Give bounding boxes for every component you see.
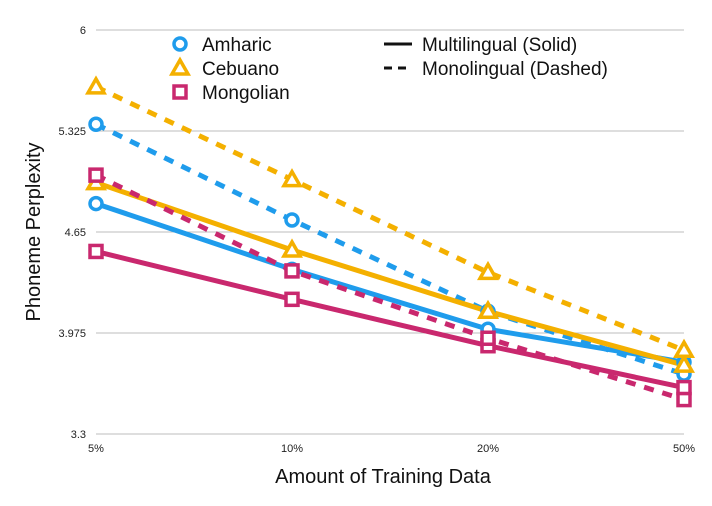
data-point-mongolian-monolingual [284, 263, 300, 279]
data-point-cebuano-monolingual [476, 260, 500, 281]
y-axis-title: Phoneme Perplexity [23, 143, 45, 322]
data-point-mongolian-multilingual [88, 243, 104, 260]
series-line-amharic-multilingual [95, 201, 685, 365]
grid-lines [96, 29, 684, 435]
data-point-cebuano-multilingual [672, 353, 696, 373]
series-line-mongolian-multilingual [95, 249, 685, 391]
data-point-amharic-multilingual [88, 195, 104, 212]
legend-label: Monolingual (Dashed) [422, 59, 608, 80]
data-point-amharic-monolingual [284, 212, 300, 228]
series-lines [94, 84, 685, 402]
legend-marker-cebuano [168, 56, 192, 76]
data-point-cebuano-multilingual [280, 238, 304, 258]
y-tick-label: 5.325 [58, 126, 86, 138]
legend-label: Mongolian [202, 83, 290, 104]
y-tick-label: 3.975 [58, 328, 86, 340]
y-axis-ticks: 3.3 3.975 4.65 5.325 6 [58, 25, 86, 441]
data-point-mongolian-monolingual [88, 167, 104, 183]
series-group [84, 75, 696, 408]
x-axis-title: Amount of Training Data [275, 466, 492, 488]
legend: Amharic Cebuano Mongolian Multilingual (Sol… [168, 35, 608, 104]
y-tick-label: 3.3 [71, 429, 86, 441]
series-line-mongolian-monolingual [94, 172, 685, 402]
legend-marker-mongolian [172, 84, 188, 100]
legend-marker-amharic [172, 36, 188, 52]
series-markers [84, 75, 696, 408]
x-axis-ticks: 5% 10% 20% 50% [88, 443, 695, 455]
data-point-mongolian-monolingual [480, 330, 496, 346]
y-tick-label: 6 [80, 25, 86, 37]
data-point-mongolian-monolingual [676, 391, 692, 408]
data-point-mongolian-multilingual [284, 291, 300, 308]
y-tick-label: 4.65 [65, 227, 86, 239]
series-line-cebuano-multilingual [95, 180, 685, 368]
x-tick-label: 50% [673, 443, 695, 455]
data-point-mongolian-multilingual [676, 379, 692, 396]
x-tick-label: 20% [477, 443, 499, 455]
series-line-cebuano-monolingual [94, 84, 685, 353]
series-line-amharic-monolingual [94, 122, 685, 377]
data-point-cebuano-multilingual [476, 299, 500, 320]
x-tick-label: 5% [88, 443, 104, 455]
legend-label: Amharic [202, 35, 272, 56]
data-point-cebuano-monolingual [280, 168, 304, 188]
data-point-cebuano-monolingual [84, 75, 108, 95]
data-point-amharic-monolingual [88, 116, 104, 133]
legend-label: Multilingual (Solid) [422, 35, 577, 56]
data-point-cebuano-monolingual [672, 338, 696, 358]
legend-label: Cebuano [202, 59, 279, 80]
x-tick-label: 10% [281, 443, 303, 455]
